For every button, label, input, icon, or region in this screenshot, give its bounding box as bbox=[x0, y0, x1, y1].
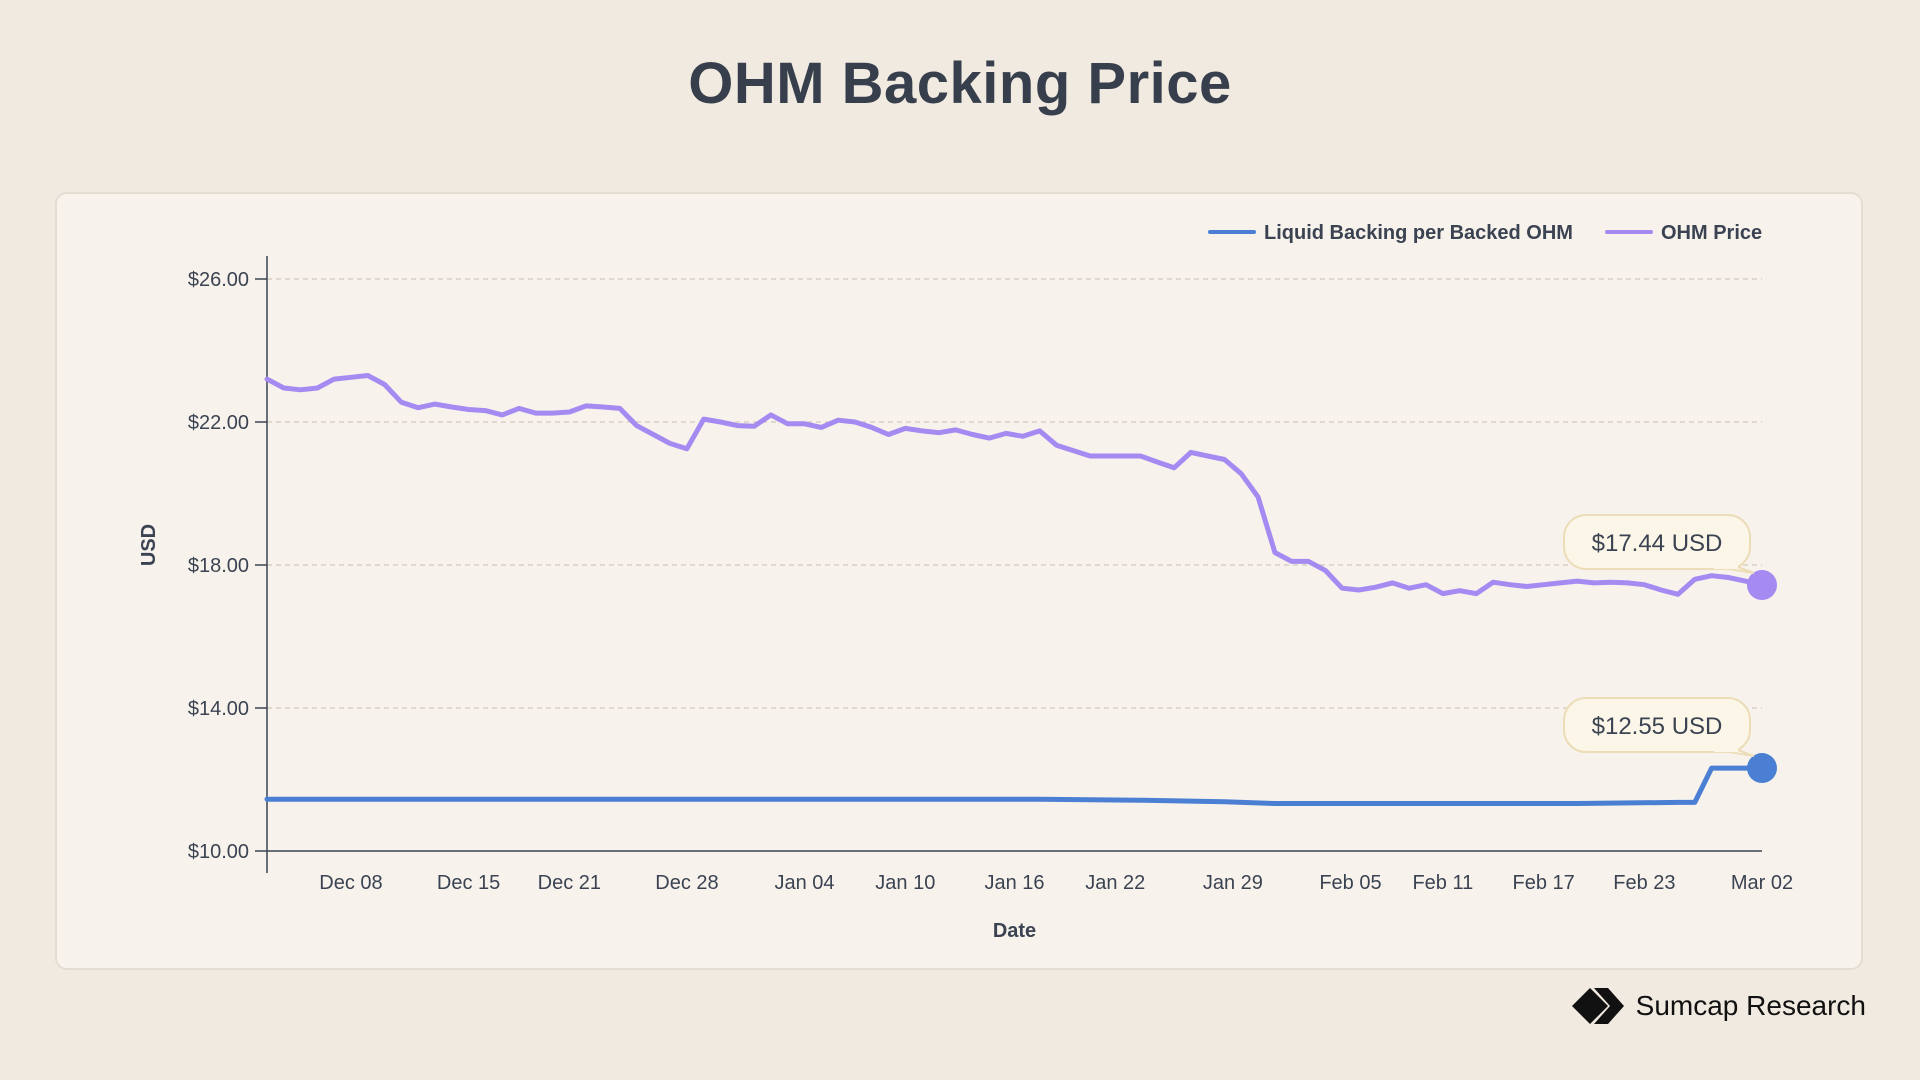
value-callout-0: $12.55 USD bbox=[1563, 697, 1755, 758]
chart-card: $10.00 $14.00 $18.00 $22.00 $26.00 Dec 08 Dec … bbox=[55, 192, 1863, 970]
series-line-0 bbox=[264, 765, 1765, 806]
legend-label-1: OHM Price bbox=[1661, 222, 1762, 244]
series-end-marker-0 bbox=[1747, 753, 1777, 784]
series-end-marker-1 bbox=[1747, 570, 1777, 601]
x-tick-label: Dec 08 bbox=[319, 872, 382, 894]
callout-value-label: $17.44 USD bbox=[1592, 530, 1723, 557]
x-tick-label: Mar 02 bbox=[1731, 872, 1793, 894]
x-tick-label: Dec 21 bbox=[538, 872, 601, 894]
diamond-arrow-logo-icon bbox=[1571, 988, 1624, 1024]
y-tick-label: $10.00 bbox=[188, 841, 249, 863]
callout-box bbox=[1563, 697, 1751, 754]
x-tick-label: Feb 05 bbox=[1319, 872, 1381, 894]
y-tick-label: $22.00 bbox=[188, 412, 249, 434]
brand-name: Sumcap Research bbox=[1635, 990, 1866, 1021]
y-tick-label: $14.00 bbox=[188, 698, 249, 720]
value-callout-1: $17.44 USD bbox=[1563, 514, 1755, 575]
x-tick-label: Jan 04 bbox=[774, 872, 834, 894]
x-tick-label: Jan 16 bbox=[984, 872, 1044, 894]
y-axis-title: USD bbox=[138, 524, 160, 566]
x-tick-label: Jan 22 bbox=[1085, 872, 1145, 894]
x-axis-title: Date bbox=[993, 920, 1036, 942]
callout-value-label: $12.55 USD bbox=[1592, 713, 1723, 740]
x-tick-label: Feb 11 bbox=[1412, 872, 1473, 894]
brand: Sumcap Research bbox=[1571, 988, 1866, 1024]
y-tick-label: $26.00 bbox=[188, 269, 249, 291]
legend-label-0: Liquid Backing per Backed OHM bbox=[1264, 222, 1573, 244]
chart: $10.00 $14.00 $18.00 $22.00 $26.00 Dec 08 Dec … bbox=[138, 222, 1793, 942]
callout-pointer-mask bbox=[1714, 563, 1738, 570]
x-tick-label: Dec 15 bbox=[437, 872, 500, 894]
series-line-1 bbox=[264, 373, 1765, 597]
x-tick-label: Dec 28 bbox=[655, 872, 718, 894]
callout-box bbox=[1563, 514, 1751, 571]
x-tick-label: Jan 29 bbox=[1203, 872, 1263, 894]
page-title: OHM Backing Price bbox=[688, 51, 1232, 116]
callout-pointer-mask bbox=[1714, 746, 1738, 753]
x-tick-label: Feb 17 bbox=[1512, 872, 1574, 894]
x-tick-label: Jan 10 bbox=[875, 872, 935, 894]
y-tick-label: $18.00 bbox=[188, 555, 249, 577]
x-tick-label: Feb 23 bbox=[1613, 872, 1675, 894]
